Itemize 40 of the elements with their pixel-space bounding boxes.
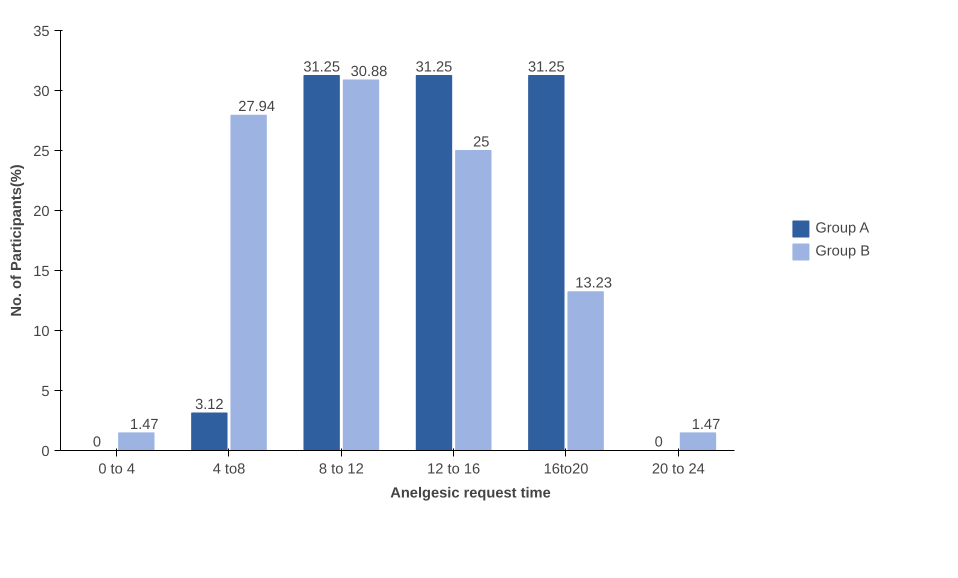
data-label: 31.25 [303, 60, 340, 76]
x-tick-label: 4 to8 [212, 462, 246, 478]
data-label: 31.25 [528, 60, 565, 76]
bar [191, 412, 228, 450]
data-label: 0 [654, 434, 663, 450]
data-label: 30.88 [350, 64, 388, 80]
y-tick-label: 20 [33, 204, 50, 220]
y-tick-label: 25 [33, 144, 50, 160]
data-label: 27.94 [238, 99, 275, 116]
bar [416, 75, 452, 450]
data-label: 13.23 [575, 276, 612, 292]
bar [230, 114, 267, 450]
y-tick-label: 5 [41, 384, 50, 400]
bar [455, 150, 492, 450]
bar [303, 75, 340, 450]
bar [342, 79, 380, 450]
legend-label: Group A [815, 220, 870, 236]
y-axis-title: No. of Participants(%) [9, 164, 26, 317]
bar [118, 432, 155, 450]
y-tick-label: 15 [33, 264, 50, 280]
y-tick-label: 10 [33, 324, 50, 340]
y-tick-label: 35 [33, 24, 50, 40]
y-tick-label: 0 [41, 444, 50, 460]
x-tick-label: 0 to 4 [98, 462, 135, 478]
data-label: 31.25 [416, 60, 452, 76]
x-axis-title: Anelgesic request time [390, 486, 551, 502]
x-tick-label: 8 to 12 [318, 462, 364, 478]
data-label: 1.47 [130, 416, 159, 433]
bar [567, 291, 604, 450]
data-label: 1.47 [692, 416, 720, 433]
data-label: 3.12 [195, 397, 224, 414]
x-tick-label: 20 to 24 [652, 462, 705, 478]
bar [680, 432, 716, 450]
x-tick-label: 12 to 16 [427, 462, 480, 478]
legend-label: Group B [815, 244, 870, 260]
bar [528, 75, 565, 450]
y-tick-label: 30 [33, 84, 50, 100]
data-label: 0 [92, 434, 102, 450]
data-label: 25 [473, 134, 490, 150]
x-tick-label: 16to20 [544, 462, 588, 478]
